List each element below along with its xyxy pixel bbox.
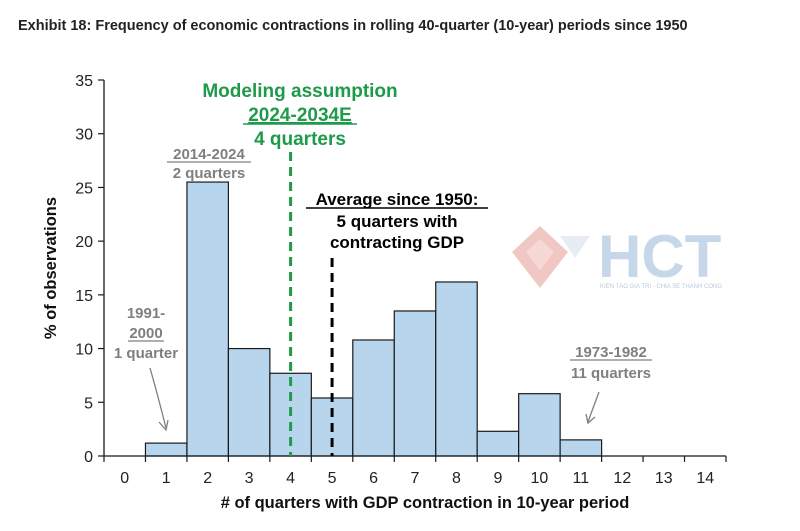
period-1973-quarters: 11 quarters [571, 365, 651, 382]
y-tick-label-0: 0 [84, 449, 93, 466]
watermark-diamond-inner-icon [526, 239, 554, 270]
modeling-assumption-annotation: Modeling assumption 2024-2034E 4 quarter… [202, 81, 397, 150]
x-tick-label-12: 12 [613, 470, 631, 487]
average-annotation: Average since 1950: 5 quarters with cont… [306, 190, 488, 252]
x-tick-label-4: 4 [286, 470, 295, 487]
watermark-tagline: KIẾN TẠO GIÁ TRỊ - CHIA SẺ THÀNH CÔNG [600, 283, 722, 290]
y-tick-label-5: 5 [84, 395, 93, 412]
bar-11 [559, 439, 603, 457]
y-tick-label-20: 20 [75, 234, 93, 251]
modeling-annotation-line1: Modeling assumption [202, 81, 397, 102]
y-tick-label-15: 15 [75, 288, 93, 305]
x-tick-label-3: 3 [245, 470, 254, 487]
modeling-annotation-line2: 2024-2034E [248, 105, 352, 126]
period-2014-annotation: 2014-2024 2 quarters [167, 146, 251, 182]
y-tick-label-25: 25 [75, 180, 93, 197]
period-1991-label-line1: 1991- [127, 305, 165, 322]
bar-1 [144, 442, 188, 457]
period-1973-arrow-icon [587, 391, 600, 423]
bar-7 [393, 310, 437, 457]
x-tick-label-0: 0 [120, 470, 129, 487]
period-2014-quarters: 2 quarters [173, 165, 246, 182]
y-tick-label-10: 10 [75, 342, 93, 359]
x-tick-label-1: 1 [162, 470, 171, 487]
watermark-logo: HCT KIẾN TẠO GIÁ TRỊ - CHIA SẺ THÀNH CÔN… [512, 223, 722, 290]
period-2014-label: 2014-2024 [173, 146, 245, 163]
modeling-annotation-line3: 4 quarters [254, 129, 346, 150]
x-tick-label-2: 2 [203, 470, 212, 487]
x-tick-label-10: 10 [531, 470, 549, 487]
bar-10 [518, 393, 561, 457]
x-axis-title: # of quarters with GDP contraction in 10… [221, 494, 630, 512]
watermark-text: HCT [598, 223, 721, 290]
y-axis-title: % of observations [42, 197, 60, 339]
period-1991-annotation: 1991- 2000 1 quarter [114, 305, 178, 432]
y-tick-label-35: 35 [75, 73, 93, 90]
x-tick-label-9: 9 [493, 470, 502, 487]
y-tick-label-30: 30 [75, 127, 93, 144]
period-1973-label: 1973-1982 [575, 344, 647, 361]
x-tick-label-5: 5 [328, 470, 337, 487]
period-1973-annotation: 1973-1982 11 quarters [570, 344, 652, 425]
period-1991-arrowhead-icon [158, 419, 169, 432]
watermark-chevron-icon [560, 236, 590, 258]
bar-9 [476, 430, 520, 457]
bar-8 [435, 281, 478, 457]
x-tick-label-7: 7 [411, 470, 420, 487]
period-1991-arrow-icon [149, 367, 167, 429]
x-tick-label-11: 11 [573, 470, 590, 487]
x-tick-label-13: 13 [655, 470, 673, 487]
bar-3 [227, 347, 271, 457]
average-annotation-line2: 5 quarters with [337, 212, 458, 231]
period-1973-arrowhead-icon [585, 413, 596, 425]
x-tick-label-6: 6 [369, 470, 378, 487]
x-tick-label-8: 8 [452, 470, 461, 487]
bar-6 [352, 339, 395, 457]
average-annotation-line1: Average since 1950: [316, 190, 479, 209]
period-1991-quarters: 1 quarter [114, 345, 178, 362]
average-annotation-line3: contracting GDP [330, 233, 464, 252]
chart-title: Exhibit 18: Frequency of economic contra… [18, 18, 688, 34]
x-tick-label-14: 14 [696, 470, 714, 487]
bar-2 [186, 181, 230, 457]
period-1991-label-line2: 2000 [129, 325, 162, 342]
